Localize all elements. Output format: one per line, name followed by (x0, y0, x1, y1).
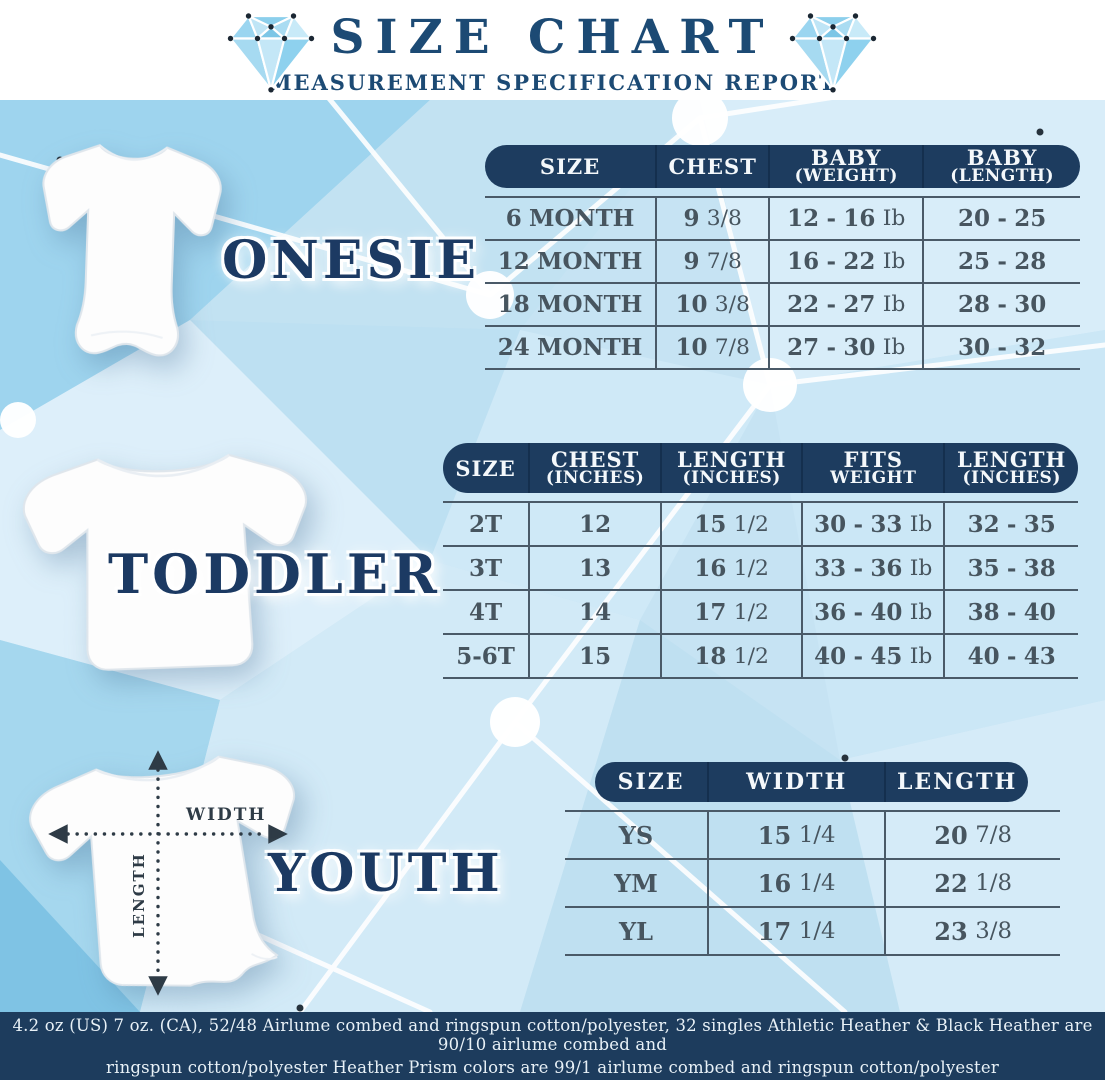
table-cell: 30 - 32 (922, 327, 1080, 368)
toddler-size-table: SIZE CHEST (INCHES) LENGTH (INCHES) FITS WEIGH… (443, 443, 1078, 679)
table-row: YL 17 1/4 23 3/8 (565, 906, 1060, 956)
table-row: YS 15 1/4 20 7/8 (565, 810, 1060, 858)
table-cell: 24 MONTH (497, 334, 643, 361)
table-cell: 13 (528, 547, 660, 589)
table-cell: 27 - 30 Ib (768, 327, 922, 368)
table-header-cell: FITS WEIGHT (801, 443, 943, 493)
table-cell: 2T (468, 510, 503, 538)
table-row: YM 16 1/4 22 1/8 (565, 858, 1060, 906)
table-row: 12 MONTH 9 7/8 16 - 22 Ib 25 - 28 (485, 239, 1080, 282)
section-label-youth: YOUTH (268, 843, 504, 904)
page-title: SIZE CHART (330, 10, 775, 65)
table-cell: 10 3/8 (655, 284, 768, 325)
table-cell: YM (614, 868, 658, 898)
page-subtitle: MEASUREMENT SPECIFICATION REPORT (268, 70, 837, 95)
table-header-cell: LENGTH (INCHES) (660, 443, 801, 493)
table-cell: 33 - 36 Ib (801, 547, 943, 589)
table-cell: 12 MONTH (497, 248, 643, 275)
toddler-shirt-image (22, 453, 307, 671)
table-header-row: SIZE WIDTH LENGTH (595, 762, 1028, 802)
table-cell: 30 - 33 Ib (801, 503, 943, 545)
table-cell: 17 1/2 (660, 591, 801, 633)
table-cell: 6 MONTH (505, 205, 635, 232)
length-arrow-label: LENGTH (130, 852, 148, 938)
header-band (0, 0, 1105, 100)
table-cell: 9 7/8 (655, 241, 768, 282)
table-cell: 20 - 25 (922, 198, 1080, 239)
width-arrow-label: WIDTH (185, 805, 267, 825)
table-header-cell: BABY (LENGTH) (922, 145, 1080, 188)
table-header-cell: SIZE (617, 769, 685, 795)
table-cell: 4T (468, 598, 503, 626)
table-cell: 14 (528, 591, 660, 633)
table-cell: 5-6T (456, 642, 515, 670)
table-row: 24 MONTH 10 7/8 27 - 30 Ib 30 - 32 (485, 325, 1080, 370)
table-cell: 35 - 38 (943, 547, 1078, 589)
table-row: 4T 14 17 1/2 36 - 40 Ib 38 - 40 (443, 589, 1078, 633)
section-label-onesie: ONESIE (222, 230, 480, 291)
table-header-cell: LENGTH (884, 762, 1028, 802)
table-cell: 12 (528, 503, 660, 545)
onesie-image (42, 144, 222, 357)
table-header-cell: WIDTH (707, 762, 884, 802)
table-cell: 25 - 28 (922, 241, 1080, 282)
table-cell: 17 1/4 (707, 908, 884, 954)
table-header-cell: CHEST (INCHES) (528, 443, 660, 493)
table-cell: 36 - 40 Ib (801, 591, 943, 633)
table-cell: 20 7/8 (884, 812, 1060, 858)
table-header-cell: BABY (WEIGHT) (768, 145, 922, 188)
table-cell: 18 1/2 (660, 635, 801, 677)
table-header-cell: LENGTH (INCHES) (943, 443, 1078, 493)
youth-size-table: SIZE WIDTH LENGTH YS 15 1/4 20 7/8 YM 16 1/4 22 … (565, 762, 1060, 956)
table-cell: 40 - 45 Ib (801, 635, 943, 677)
table-cell: 16 1/2 (660, 547, 801, 589)
table-cell: 10 7/8 (655, 327, 768, 368)
table-cell: 16 - 22 Ib (768, 241, 922, 282)
table-cell: 12 - 16 Ib (768, 198, 922, 239)
table-row: 18 MONTH 10 3/8 22 - 27 Ib 28 - 30 (485, 282, 1080, 325)
table-cell: 18 MONTH (497, 291, 643, 318)
table-cell: YL (619, 916, 654, 946)
table-cell: 15 1/4 (707, 812, 884, 858)
table-cell: 15 (528, 635, 660, 677)
table-cell: 9 3/8 (655, 198, 768, 239)
table-row: 2T 12 15 1/2 30 - 33 Ib 32 - 35 (443, 501, 1078, 545)
table-row: 6 MONTH 9 3/8 12 - 16 Ib 20 - 25 (485, 196, 1080, 239)
table-row: 5-6T 15 18 1/2 40 - 45 Ib 40 - 43 (443, 633, 1078, 679)
table-cell: 22 - 27 Ib (768, 284, 922, 325)
table-header-row: SIZE CHEST BABY (WEIGHT) BABY (LENGTH) (485, 145, 1080, 188)
table-header-cell: SIZE (539, 154, 601, 179)
diamond-gem-icon (789, 13, 877, 93)
fabric-info-footer: 4.2 oz (US) 7 oz. (CA), 52/48 Airlume co… (0, 1012, 1105, 1080)
table-cell: 23 3/8 (884, 908, 1060, 954)
table-header-row: SIZE CHEST (INCHES) LENGTH (INCHES) FITS WEIGH… (443, 443, 1078, 493)
fabric-info-line: 4.2 oz (US) 7 oz. (CA), 52/48 Airlume co… (12, 1015, 1093, 1054)
table-header-cell: CHEST (655, 145, 768, 188)
table-row: 3T 13 16 1/2 33 - 36 Ib 35 - 38 (443, 545, 1078, 589)
table-cell: 28 - 30 (922, 284, 1080, 325)
table-cell: 38 - 40 (943, 591, 1078, 633)
table-cell: 3T (468, 554, 503, 582)
table-cell: 32 - 35 (943, 503, 1078, 545)
fabric-info-line: ringspun cotton/polyester Heather Prism … (106, 1057, 999, 1077)
table-cell: 15 1/2 (660, 503, 801, 545)
table-cell: 22 1/8 (884, 860, 1060, 906)
table-cell: 16 1/4 (707, 860, 884, 906)
table-cell: YS (618, 820, 654, 850)
table-header-cell: SIZE (455, 455, 516, 481)
measurement-arrows: WIDTH LENGTH (48, 750, 288, 996)
section-label-toddler: TODDLER (108, 542, 441, 606)
onesie-size-table: SIZE CHEST BABY (WEIGHT) BABY (LENGTH) 6 MONTH… (485, 145, 1080, 370)
table-cell: 40 - 43 (943, 635, 1078, 677)
diamond-gem-icon (227, 13, 315, 93)
